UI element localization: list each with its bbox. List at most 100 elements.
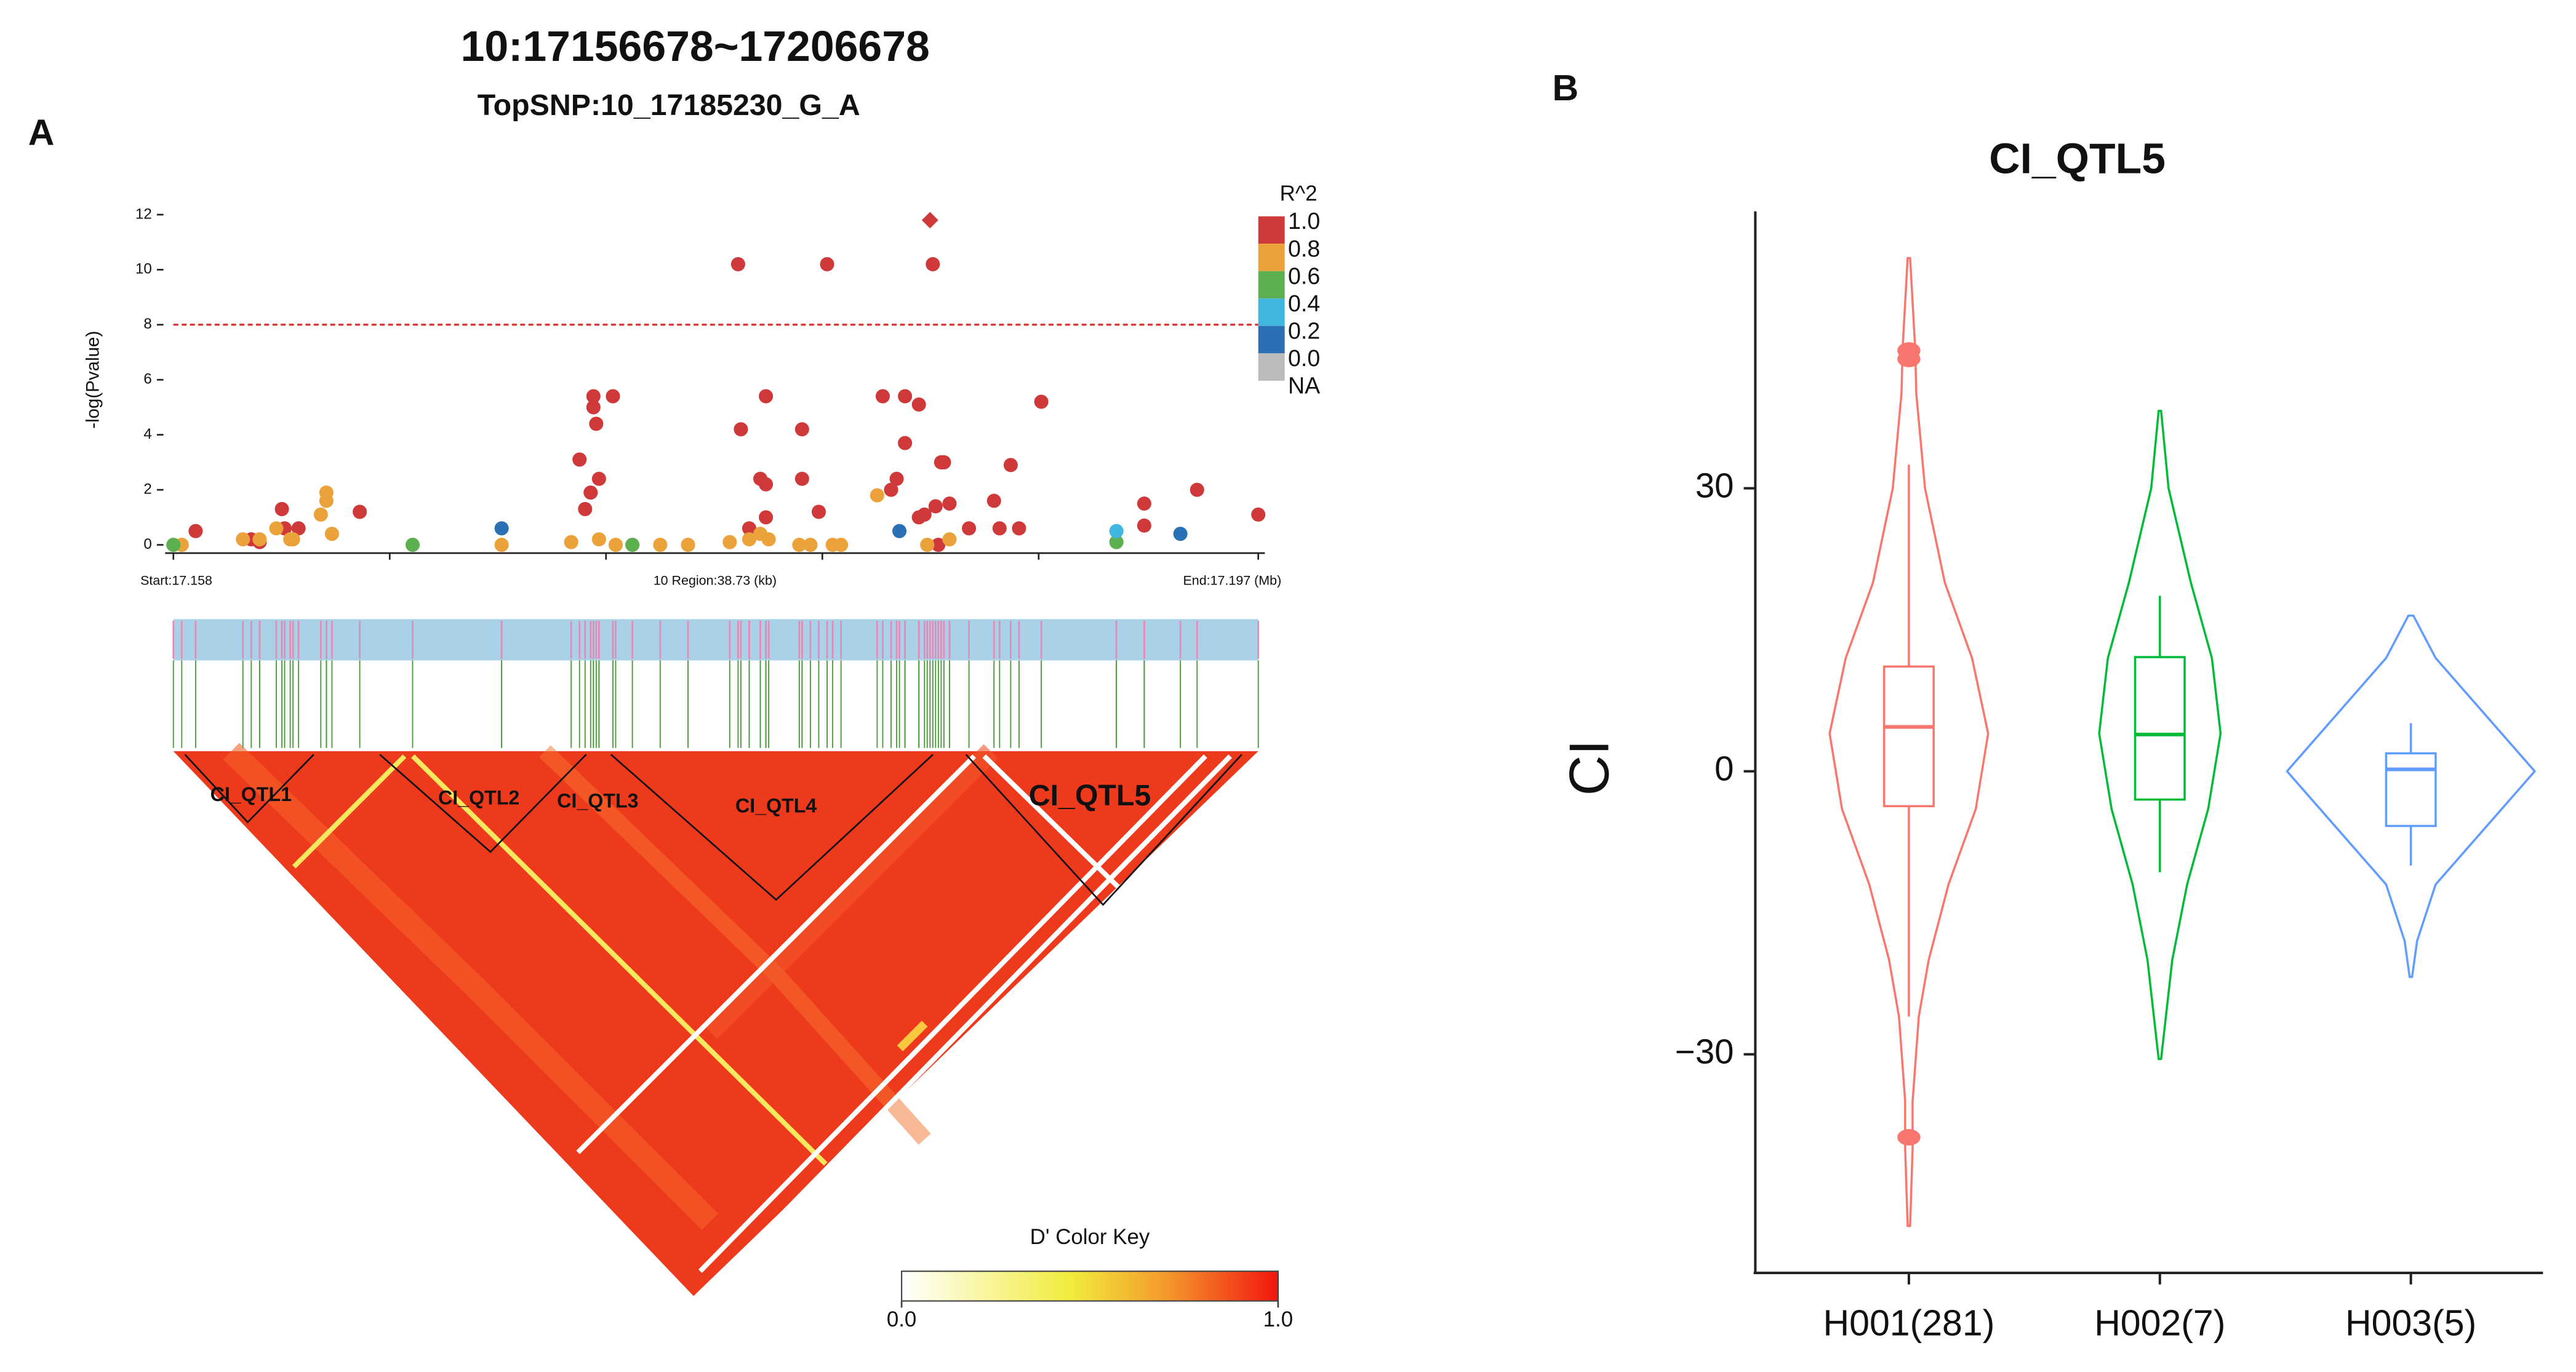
x-region-label: 10 Region:38.73 (kb)	[654, 573, 777, 588]
legend-label: 0.2	[1288, 317, 1320, 343]
point	[870, 488, 884, 503]
point	[898, 389, 913, 404]
violin	[2098, 410, 2222, 1060]
point	[742, 532, 757, 547]
point	[921, 212, 938, 229]
point	[1137, 496, 1151, 511]
point	[236, 532, 250, 547]
violin	[1828, 257, 1990, 1227]
point	[937, 455, 951, 469]
point	[962, 521, 977, 536]
y-axis-label: -log(Pvalue)	[83, 331, 103, 429]
point	[583, 485, 598, 500]
point	[653, 538, 668, 552]
point	[884, 482, 898, 497]
y-tick-label: −30	[1675, 1032, 1734, 1071]
y-tick-label: 10	[135, 261, 152, 277]
point	[920, 538, 935, 552]
point	[992, 521, 1007, 536]
point	[889, 471, 904, 486]
y-tick-label: 12	[135, 205, 152, 222]
point	[803, 538, 818, 552]
point	[681, 538, 695, 552]
point	[319, 485, 334, 500]
point	[761, 532, 776, 547]
point	[1003, 458, 1018, 473]
legend-label: 0.4	[1288, 290, 1320, 316]
point	[917, 507, 932, 522]
color-key-label: 0.0	[887, 1307, 916, 1331]
ld-block-label: CI_QTL5	[1029, 779, 1151, 812]
point	[759, 389, 774, 404]
legend-swatch	[1258, 298, 1285, 326]
point	[564, 535, 578, 549]
point	[494, 538, 509, 552]
point	[586, 400, 601, 415]
point	[928, 499, 943, 514]
violin	[2286, 614, 2536, 978]
ld-block-label: CI_QTL4	[735, 795, 817, 817]
point	[734, 422, 748, 437]
legend-label: 0.0	[1288, 345, 1320, 371]
point	[1251, 507, 1266, 522]
color-key-title: D' Color Key	[1030, 1225, 1150, 1249]
point	[811, 505, 826, 519]
panel-label: A	[28, 113, 55, 153]
y-tick-label: 4	[143, 426, 151, 442]
point	[986, 493, 1001, 508]
point	[1109, 524, 1124, 538]
point	[730, 257, 745, 271]
ld-block-outlines	[184, 754, 1242, 906]
point	[166, 538, 181, 552]
legend-label: NA	[1288, 373, 1320, 399]
point	[589, 417, 604, 431]
legend-label: 1.0	[1288, 208, 1320, 234]
subtitle: TopSNP:10_17185230_G_A	[478, 89, 860, 122]
outlier	[1897, 1129, 1921, 1146]
point	[608, 538, 623, 552]
x-tick-label: H001(281)	[1823, 1302, 1995, 1343]
x-end-label: End:17.197 (Mb)	[1183, 573, 1281, 588]
point	[274, 501, 289, 516]
point	[1109, 535, 1124, 549]
point	[625, 538, 640, 552]
ld-block-label: CI_QTL2	[438, 786, 519, 808]
y-tick-label: 8	[143, 316, 151, 332]
box	[1882, 665, 1935, 808]
point	[291, 521, 306, 536]
color-key-label: 1.0	[1263, 1307, 1293, 1331]
x-tick-label: H002(7)	[2094, 1302, 2225, 1343]
point	[834, 538, 849, 552]
y-tick-label: 2	[143, 481, 151, 498]
point	[898, 436, 913, 450]
point	[942, 532, 957, 547]
y-tick-label: 0	[1714, 749, 1734, 788]
point	[911, 397, 926, 412]
y-tick-label: 30	[1695, 466, 1734, 505]
legend-title: R^2	[1280, 181, 1318, 205]
y-tick-label: 0	[143, 536, 151, 552]
legend-swatch	[1258, 353, 1285, 381]
point	[353, 505, 367, 519]
point	[1137, 518, 1151, 533]
point	[892, 524, 907, 538]
point	[1190, 482, 1204, 497]
ld-heatmap-texture	[223, 743, 1232, 1286]
point	[1012, 521, 1026, 536]
point	[572, 452, 587, 467]
point	[1173, 527, 1188, 541]
outlier	[1897, 351, 1921, 367]
point	[494, 521, 509, 536]
point	[1034, 394, 1049, 409]
legend-swatch	[1258, 325, 1285, 354]
box	[2385, 752, 2437, 828]
point	[286, 532, 300, 547]
point	[324, 527, 339, 541]
panel-label: B	[1552, 68, 1578, 108]
point	[794, 471, 809, 486]
point	[578, 501, 593, 516]
point	[820, 257, 834, 271]
legend-swatch	[1258, 216, 1285, 244]
point	[591, 471, 606, 486]
